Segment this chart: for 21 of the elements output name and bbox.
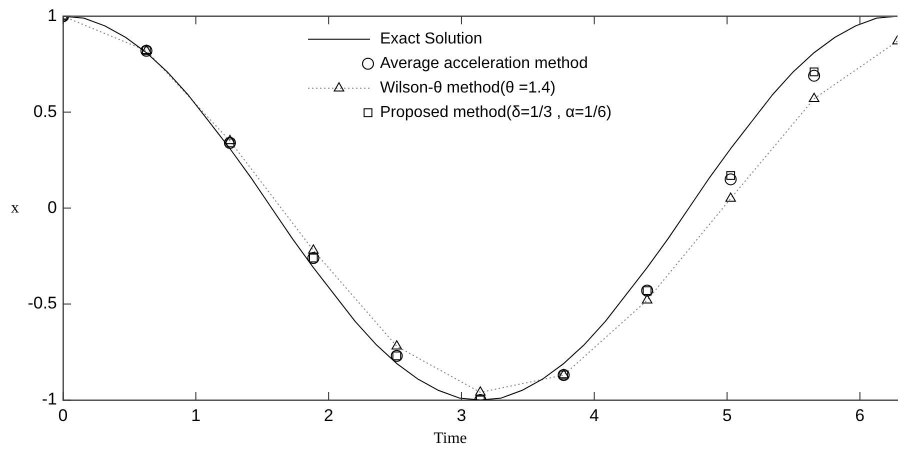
x-tick-label: 4 [590,406,600,425]
y-tick-label: 1 [48,6,57,25]
point [810,67,818,76]
legend-label: Proposed method(δ=1/3 , α=1/6) [380,104,612,122]
y-axis-title: x [11,199,19,216]
x-tick-label: 5 [722,406,732,425]
x-tick-label: 6 [855,406,865,425]
legend-label: Wilson-θ method(θ =1.4) [380,80,556,97]
point [724,173,737,186]
y-tick-label: -1 [42,390,57,409]
legend-label: Average acceleration method [380,55,588,72]
y-tick-label: -0.5 [28,294,57,313]
point [808,70,820,82]
legend-label: Exact Solution [380,30,482,48]
y-tick-label: 0 [48,198,57,217]
x-tick-label: 3 [456,406,466,425]
x-axis-title: Time [434,430,467,448]
y-tick-label: 0.5 [33,102,57,121]
point [726,171,736,180]
x-tick-label: 1 [191,406,201,425]
x-tick-label: 2 [324,406,334,425]
